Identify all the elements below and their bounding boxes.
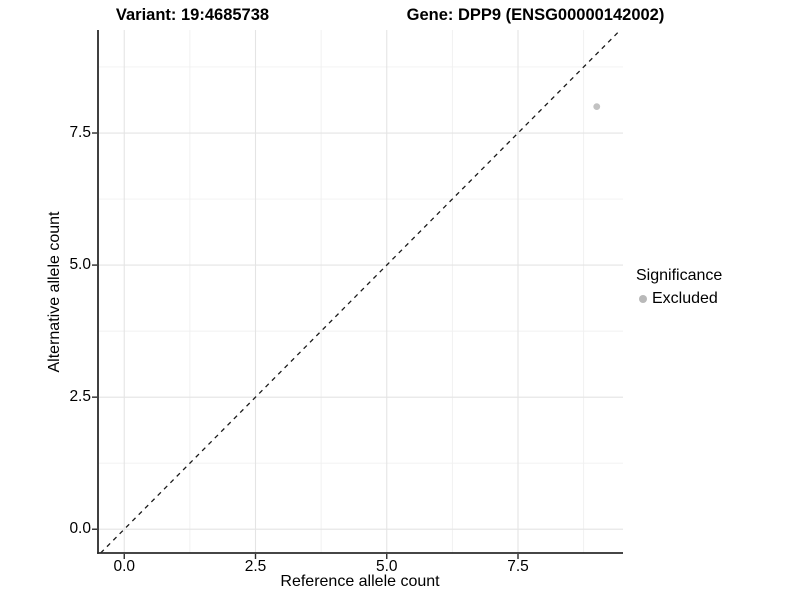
y-tick-label: 2.5 (69, 388, 91, 406)
legend-items: Excluded (636, 290, 798, 308)
x-tick-label: 5.0 (375, 558, 398, 575)
x-tick-label: 2.5 (244, 558, 267, 575)
y-tick-label: 7.5 (69, 124, 91, 141)
x-axis-title: Reference allele count (280, 573, 440, 590)
y-tick-label: 0.0 (69, 520, 91, 538)
legend-key-dot-icon (639, 295, 647, 303)
data-point (593, 103, 601, 111)
y-axis-title: Alternative allele count (46, 211, 63, 373)
plot-title-gene: Gene: DPP9 (ENSG00000142002) (406, 6, 665, 24)
legend-title: Significance (636, 267, 723, 284)
legend-item-label: Excluded (652, 290, 718, 307)
legend-item: Excluded (636, 290, 798, 308)
x-tick-label: 7.5 (507, 558, 529, 575)
identity-line (100, 29, 621, 554)
plot-title-variant: Variant: 19:4685738 (115, 6, 270, 24)
legend: Significance Excluded (636, 266, 798, 308)
x-tick-label: 0.0 (113, 558, 136, 575)
y-tick-label: 5.0 (69, 256, 91, 274)
